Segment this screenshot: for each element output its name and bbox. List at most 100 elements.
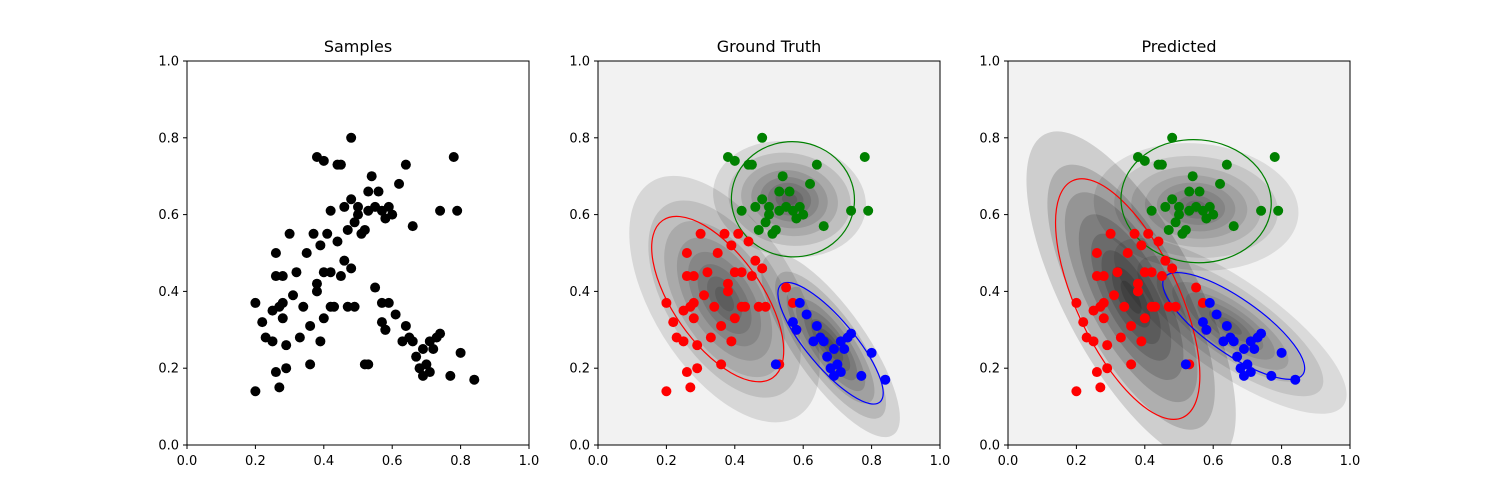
y-tick-label: 0.0	[569, 439, 590, 454]
data-point	[760, 217, 771, 228]
data-point	[400, 159, 411, 170]
data-point	[746, 271, 757, 282]
y-tick-label: 0.8	[979, 131, 1000, 146]
data-point	[342, 224, 353, 235]
panel-title: Ground Truth	[717, 37, 822, 56]
data-point	[387, 209, 398, 220]
data-point	[1276, 347, 1287, 358]
data-point	[1139, 313, 1150, 324]
data-point	[716, 320, 727, 331]
data-point	[270, 271, 281, 282]
density-contour	[795, 299, 866, 392]
data-point	[318, 155, 329, 166]
component-ellipse	[777, 281, 884, 405]
data-point	[294, 332, 305, 343]
x-tick-label: 0.0	[177, 454, 198, 469]
y-tick-label: 0.0	[979, 439, 1000, 454]
density-contour	[1090, 233, 1172, 361]
data-point	[681, 248, 692, 258]
x-tick-label: 0.4	[313, 454, 334, 469]
y-tick-label: 0.2	[979, 362, 1000, 377]
panel-title: Samples	[324, 37, 392, 56]
data-point	[846, 205, 857, 216]
data-point	[1136, 336, 1147, 347]
axes-frame	[597, 60, 941, 446]
y-tick-label: 1.0	[569, 55, 590, 70]
data-point	[1098, 297, 1109, 308]
data-point	[681, 367, 692, 378]
data-point	[835, 367, 846, 378]
data-point	[370, 282, 381, 293]
data-point	[1078, 317, 1089, 328]
data-point	[353, 201, 363, 212]
data-point	[692, 340, 703, 351]
data-point	[866, 347, 877, 358]
data-point	[1228, 221, 1239, 232]
data-point	[428, 344, 439, 354]
data-point	[774, 186, 785, 197]
data-point	[801, 309, 812, 320]
data-point	[1122, 248, 1133, 258]
data-point	[329, 301, 340, 312]
data-point	[1091, 271, 1102, 282]
data-point	[353, 209, 363, 220]
y-tick-label: 0.6	[979, 208, 1000, 223]
data-point	[740, 301, 751, 312]
x-tick-label: 0.6	[382, 454, 403, 469]
data-point	[1170, 217, 1181, 228]
data-point	[692, 363, 703, 374]
data-point	[1098, 313, 1109, 324]
data-point	[750, 201, 761, 212]
y-tick-label: 0.6	[158, 208, 179, 223]
data-point	[298, 301, 309, 312]
data-point	[305, 359, 316, 370]
data-point	[726, 240, 737, 251]
data-point	[764, 209, 774, 220]
data-point	[1273, 205, 1284, 216]
x-tick-label: 0.6	[793, 454, 814, 469]
data-point	[1146, 267, 1157, 278]
data-point	[250, 386, 261, 397]
data-point	[722, 278, 733, 289]
data-point	[1112, 267, 1123, 278]
axes-frame	[186, 60, 530, 446]
data-point	[1156, 271, 1167, 282]
data-point	[1215, 178, 1226, 189]
x-tick-label: 0.4	[724, 454, 745, 469]
data-point	[318, 267, 329, 278]
data-point	[1232, 351, 1243, 362]
data-point	[1160, 201, 1171, 212]
data-point	[417, 344, 428, 354]
data-point	[1150, 301, 1161, 312]
data-point	[1256, 205, 1267, 216]
y-tick-label: 0.4	[158, 285, 179, 300]
data-point	[818, 221, 829, 232]
data-point	[407, 336, 418, 347]
data-point	[753, 301, 764, 312]
panel-3: 0.0 0.2 0.4 0.6 0.8 1.0 0.0 0.2 0.4 0.6 0.8 1.0 Pred…	[979, 37, 1360, 469]
data-point	[1191, 282, 1202, 293]
data-point	[270, 367, 281, 378]
data-point	[709, 301, 720, 312]
component-ellipse	[1120, 139, 1272, 264]
density-contour	[707, 276, 743, 322]
density-contour	[1111, 266, 1151, 328]
data-point	[729, 267, 740, 278]
x-tick-label: 0.8	[861, 454, 882, 469]
data-point	[1088, 336, 1099, 347]
data-point	[346, 263, 357, 274]
data-point	[1221, 320, 1232, 331]
y-tick-label: 0.2	[569, 362, 590, 377]
data-point	[281, 340, 292, 351]
panel-title: Predicted	[1141, 37, 1216, 56]
panel-2: 0.0 0.2 0.4 0.6 0.8 1.0 0.0 0.2 0.4 0.6 0.8 1.0 Grou…	[569, 37, 950, 469]
density-contour	[1120, 280, 1142, 314]
data-point	[828, 344, 839, 354]
data-point	[753, 224, 764, 235]
data-point	[726, 336, 737, 347]
data-point	[822, 351, 833, 362]
data-point	[695, 228, 706, 239]
data-point	[325, 205, 336, 216]
component-ellipse	[730, 141, 856, 258]
data-point	[794, 201, 805, 212]
